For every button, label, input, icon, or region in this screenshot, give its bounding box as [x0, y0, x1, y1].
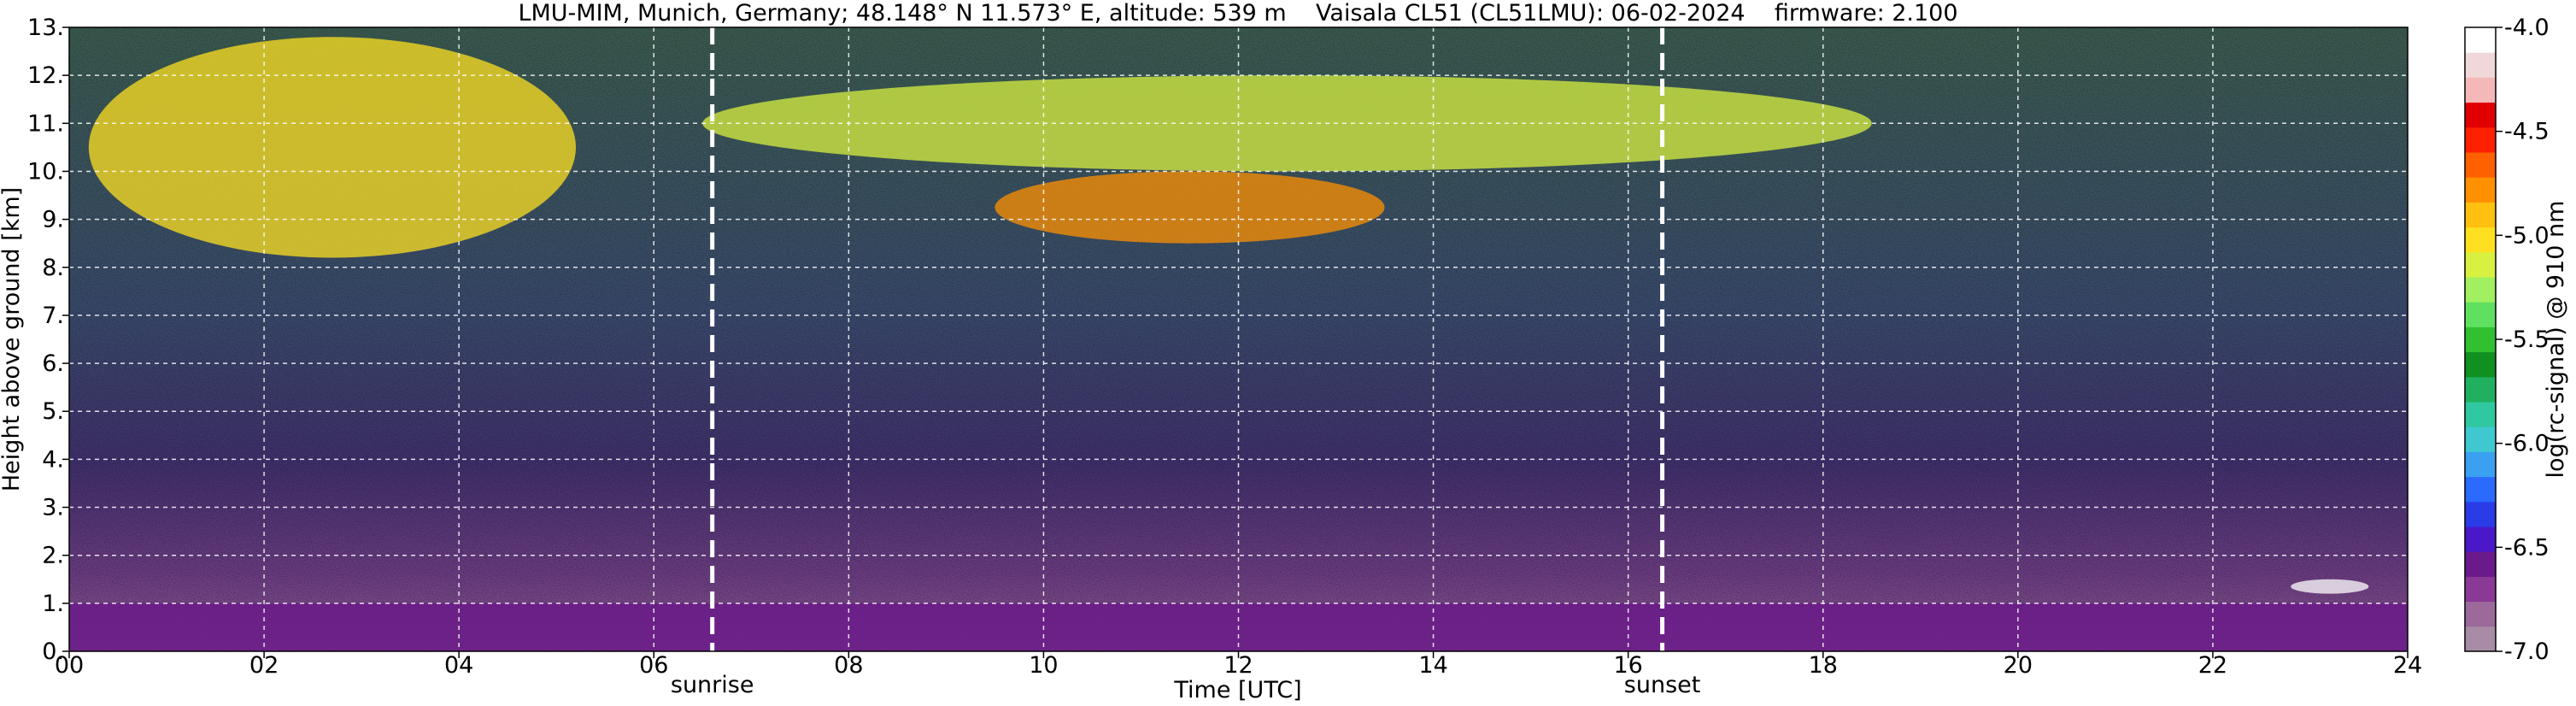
- low-cloud: [2291, 579, 2369, 594]
- x-tick-label: 00: [55, 652, 84, 679]
- x-tick-label: 02: [249, 652, 279, 679]
- colorbar-segment: [2465, 327, 2496, 353]
- colorbar-segment: [2465, 626, 2496, 652]
- colorbar-segment: [2465, 501, 2496, 527]
- x-tick-label: 06: [639, 652, 668, 679]
- colorbar-tick-label: -4.5: [2504, 119, 2550, 145]
- grid-lines: [69, 27, 2408, 651]
- y-tick-label: 2.: [42, 543, 64, 569]
- colorbar-segment: [2465, 351, 2496, 378]
- y-tick-label: 1.: [42, 591, 64, 617]
- x-tick-label: 08: [834, 652, 863, 679]
- colorbar-segment: [2465, 551, 2496, 577]
- colorbar-segment: [2465, 376, 2496, 403]
- y-tick-label: 0.: [42, 638, 64, 665]
- colorbar-segment: [2465, 102, 2496, 128]
- sun-event-lines: [710, 27, 1665, 651]
- colorbar-segment: [2465, 227, 2496, 253]
- colorbar-segment: [2465, 202, 2496, 228]
- colorbar-tick-label: -6.5: [2504, 534, 2550, 561]
- colorbar-segment: [2465, 476, 2496, 503]
- y-tick-label: 9.: [42, 207, 64, 233]
- colorbar-segment: [2465, 402, 2496, 427]
- colorbar-tick-label: -6.0: [2504, 431, 2550, 457]
- plot-area: [69, 27, 2408, 651]
- colorbar-tick-label: -5.5: [2504, 327, 2550, 353]
- colorbar-segment: [2465, 177, 2496, 203]
- colorbar-segment: [2465, 302, 2496, 327]
- colorbar-segment: [2465, 451, 2496, 478]
- x-tick-label: 04: [444, 652, 473, 679]
- colorbar-segment: [2465, 77, 2496, 103]
- colorbar-segment: [2465, 52, 2496, 78]
- colorbar-tick-label: -4.0: [2504, 15, 2550, 41]
- colorbar-ticks: -7.0 -6.5 -6.0 -5.5 -5.0 -4.5 -4.0: [2496, 15, 2550, 665]
- x-axis-label: Time [UTC]: [1173, 677, 1301, 703]
- y-tick-label: 8.: [42, 255, 64, 281]
- x-axis-ticks: 00 02 04 06 08 10 12 14 16 18 20 22 24: [55, 651, 2422, 679]
- chart-title: LMU-MIM, Munich, Germany; 48.148° N 11.5…: [518, 0, 1957, 26]
- x-tick-label: 22: [2198, 652, 2227, 679]
- colorbar-tick-label: -5.0: [2504, 222, 2550, 249]
- upper-cloud-left: [88, 37, 577, 258]
- x-tick-label: 18: [1809, 652, 1838, 679]
- colorbar-segment: [2465, 427, 2496, 452]
- colorbar-segment: [2465, 527, 2496, 552]
- y-tick-label: 5.: [42, 398, 64, 425]
- y-tick-label: 7.: [42, 303, 64, 329]
- sunset-label: sunset: [1624, 672, 1701, 698]
- colorbar-segment: [2465, 576, 2496, 603]
- colorbar-segment: [2465, 601, 2496, 627]
- y-axis-ticks: 0. 1. 2. 3. 4. 5. 6. 7. 8. 9. 10. 11. 12. 13.: [27, 15, 69, 665]
- colorbar-segment: [2465, 126, 2496, 153]
- x-tick-label: 20: [2004, 652, 2033, 679]
- sunrise-label: sunrise: [671, 672, 754, 698]
- y-tick-label: 4.: [42, 446, 64, 473]
- colorbar-segment: [2465, 152, 2496, 178]
- colorbar-segment: [2465, 251, 2496, 278]
- x-tick-label: 12: [1223, 652, 1253, 679]
- x-tick-label: 16: [1613, 652, 1642, 679]
- cirrus-band: [702, 75, 1872, 172]
- y-tick-label: 3.: [42, 495, 64, 521]
- upper-cloud-center: [995, 171, 1385, 244]
- x-tick-label: 10: [1029, 652, 1058, 679]
- y-tick-label: 11.: [27, 110, 64, 137]
- y-tick-label: 13.: [27, 15, 64, 41]
- x-tick-label: 14: [1418, 652, 1447, 679]
- colorbar-tick-label: -7.0: [2504, 638, 2550, 665]
- colorbar-label: log(rc-signal) @ 910 nm: [2543, 201, 2569, 479]
- y-tick-label: 12.: [27, 62, 64, 89]
- colorbar: [2465, 27, 2496, 652]
- x-tick-label: 24: [2393, 652, 2422, 679]
- sun-event-labels: sunrise sunset: [671, 672, 1700, 698]
- y-tick-label: 10.: [27, 158, 64, 185]
- y-tick-label: 6.: [42, 350, 64, 377]
- y-axis-label: Height above ground [km]: [0, 187, 25, 491]
- colorbar-segment: [2465, 27, 2496, 53]
- colorbar-segment: [2465, 277, 2496, 303]
